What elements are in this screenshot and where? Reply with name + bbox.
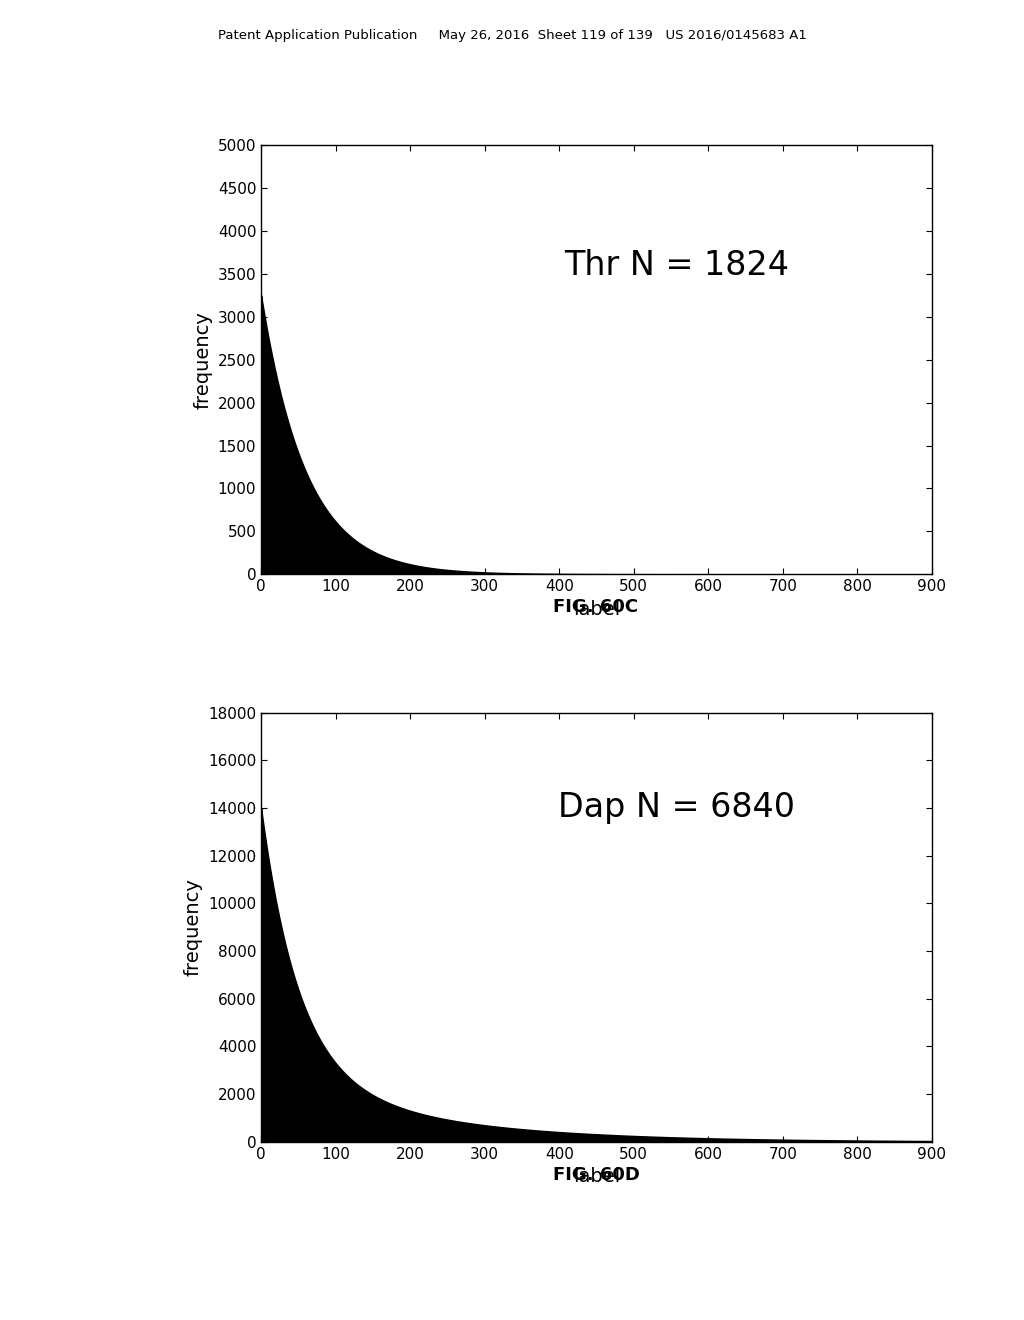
Text: Dap N = 6840: Dap N = 6840 xyxy=(558,791,796,824)
X-axis label: label: label xyxy=(572,1167,621,1187)
Y-axis label: frequency: frequency xyxy=(183,878,203,977)
Y-axis label: frequency: frequency xyxy=(194,310,212,409)
X-axis label: label: label xyxy=(572,599,621,619)
Text: FIG. 60D: FIG. 60D xyxy=(553,1166,639,1184)
Text: FIG. 60C: FIG. 60C xyxy=(553,598,639,616)
Text: Thr N = 1824: Thr N = 1824 xyxy=(564,249,790,282)
Text: Patent Application Publication     May 26, 2016  Sheet 119 of 139   US 2016/0145: Patent Application Publication May 26, 2… xyxy=(217,29,807,42)
